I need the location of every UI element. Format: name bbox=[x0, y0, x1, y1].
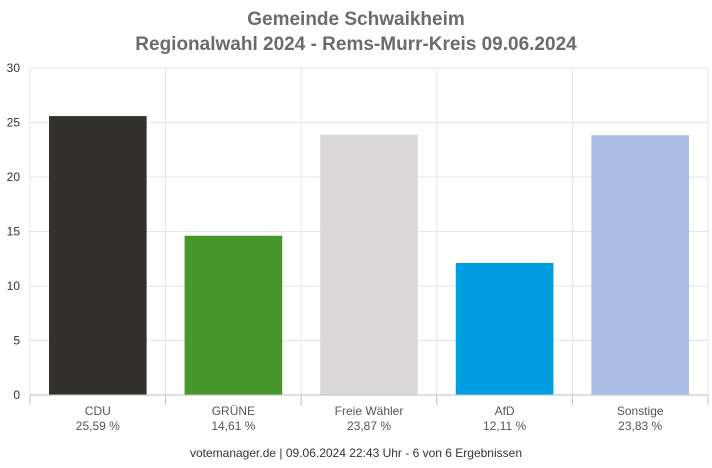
y-tick-label: 30 bbox=[7, 61, 21, 75]
x-tick-label: CDU bbox=[85, 404, 111, 418]
data-label: 23,87 % bbox=[347, 419, 391, 433]
data-label: 14,61 % bbox=[211, 419, 255, 433]
x-tick-label: Freie Wähler bbox=[335, 404, 404, 418]
y-tick-label: 25 bbox=[7, 116, 21, 130]
chart-footer: votemanager.de | 09.06.2024 22:43 Uhr - … bbox=[189, 446, 522, 460]
y-tick-label: 0 bbox=[13, 388, 20, 402]
y-tick-label: 20 bbox=[7, 170, 21, 184]
chart-title: Gemeinde Schwaikheim bbox=[247, 9, 465, 30]
x-tick-label: Sonstige bbox=[617, 404, 664, 418]
chart-subtitle: Regionalwahl 2024 - Rems-Murr-Kreis 09.0… bbox=[135, 34, 577, 55]
bar-sonstige bbox=[591, 135, 690, 396]
data-label: 12,11 % bbox=[483, 419, 526, 433]
bar-gr-ne bbox=[184, 235, 283, 395]
y-tick-label: 10 bbox=[7, 279, 21, 293]
y-tick-label: 15 bbox=[7, 225, 21, 239]
data-label: 23,83 % bbox=[618, 419, 662, 433]
bar-cdu bbox=[48, 116, 147, 395]
x-tick-label: AfD bbox=[495, 404, 515, 418]
bar-freie-w-hler bbox=[320, 134, 418, 395]
data-label: 25,59 % bbox=[76, 419, 120, 433]
bar-afd bbox=[455, 263, 554, 395]
x-tick-label: GRÜNE bbox=[212, 404, 255, 418]
y-tick-label: 5 bbox=[13, 334, 20, 348]
